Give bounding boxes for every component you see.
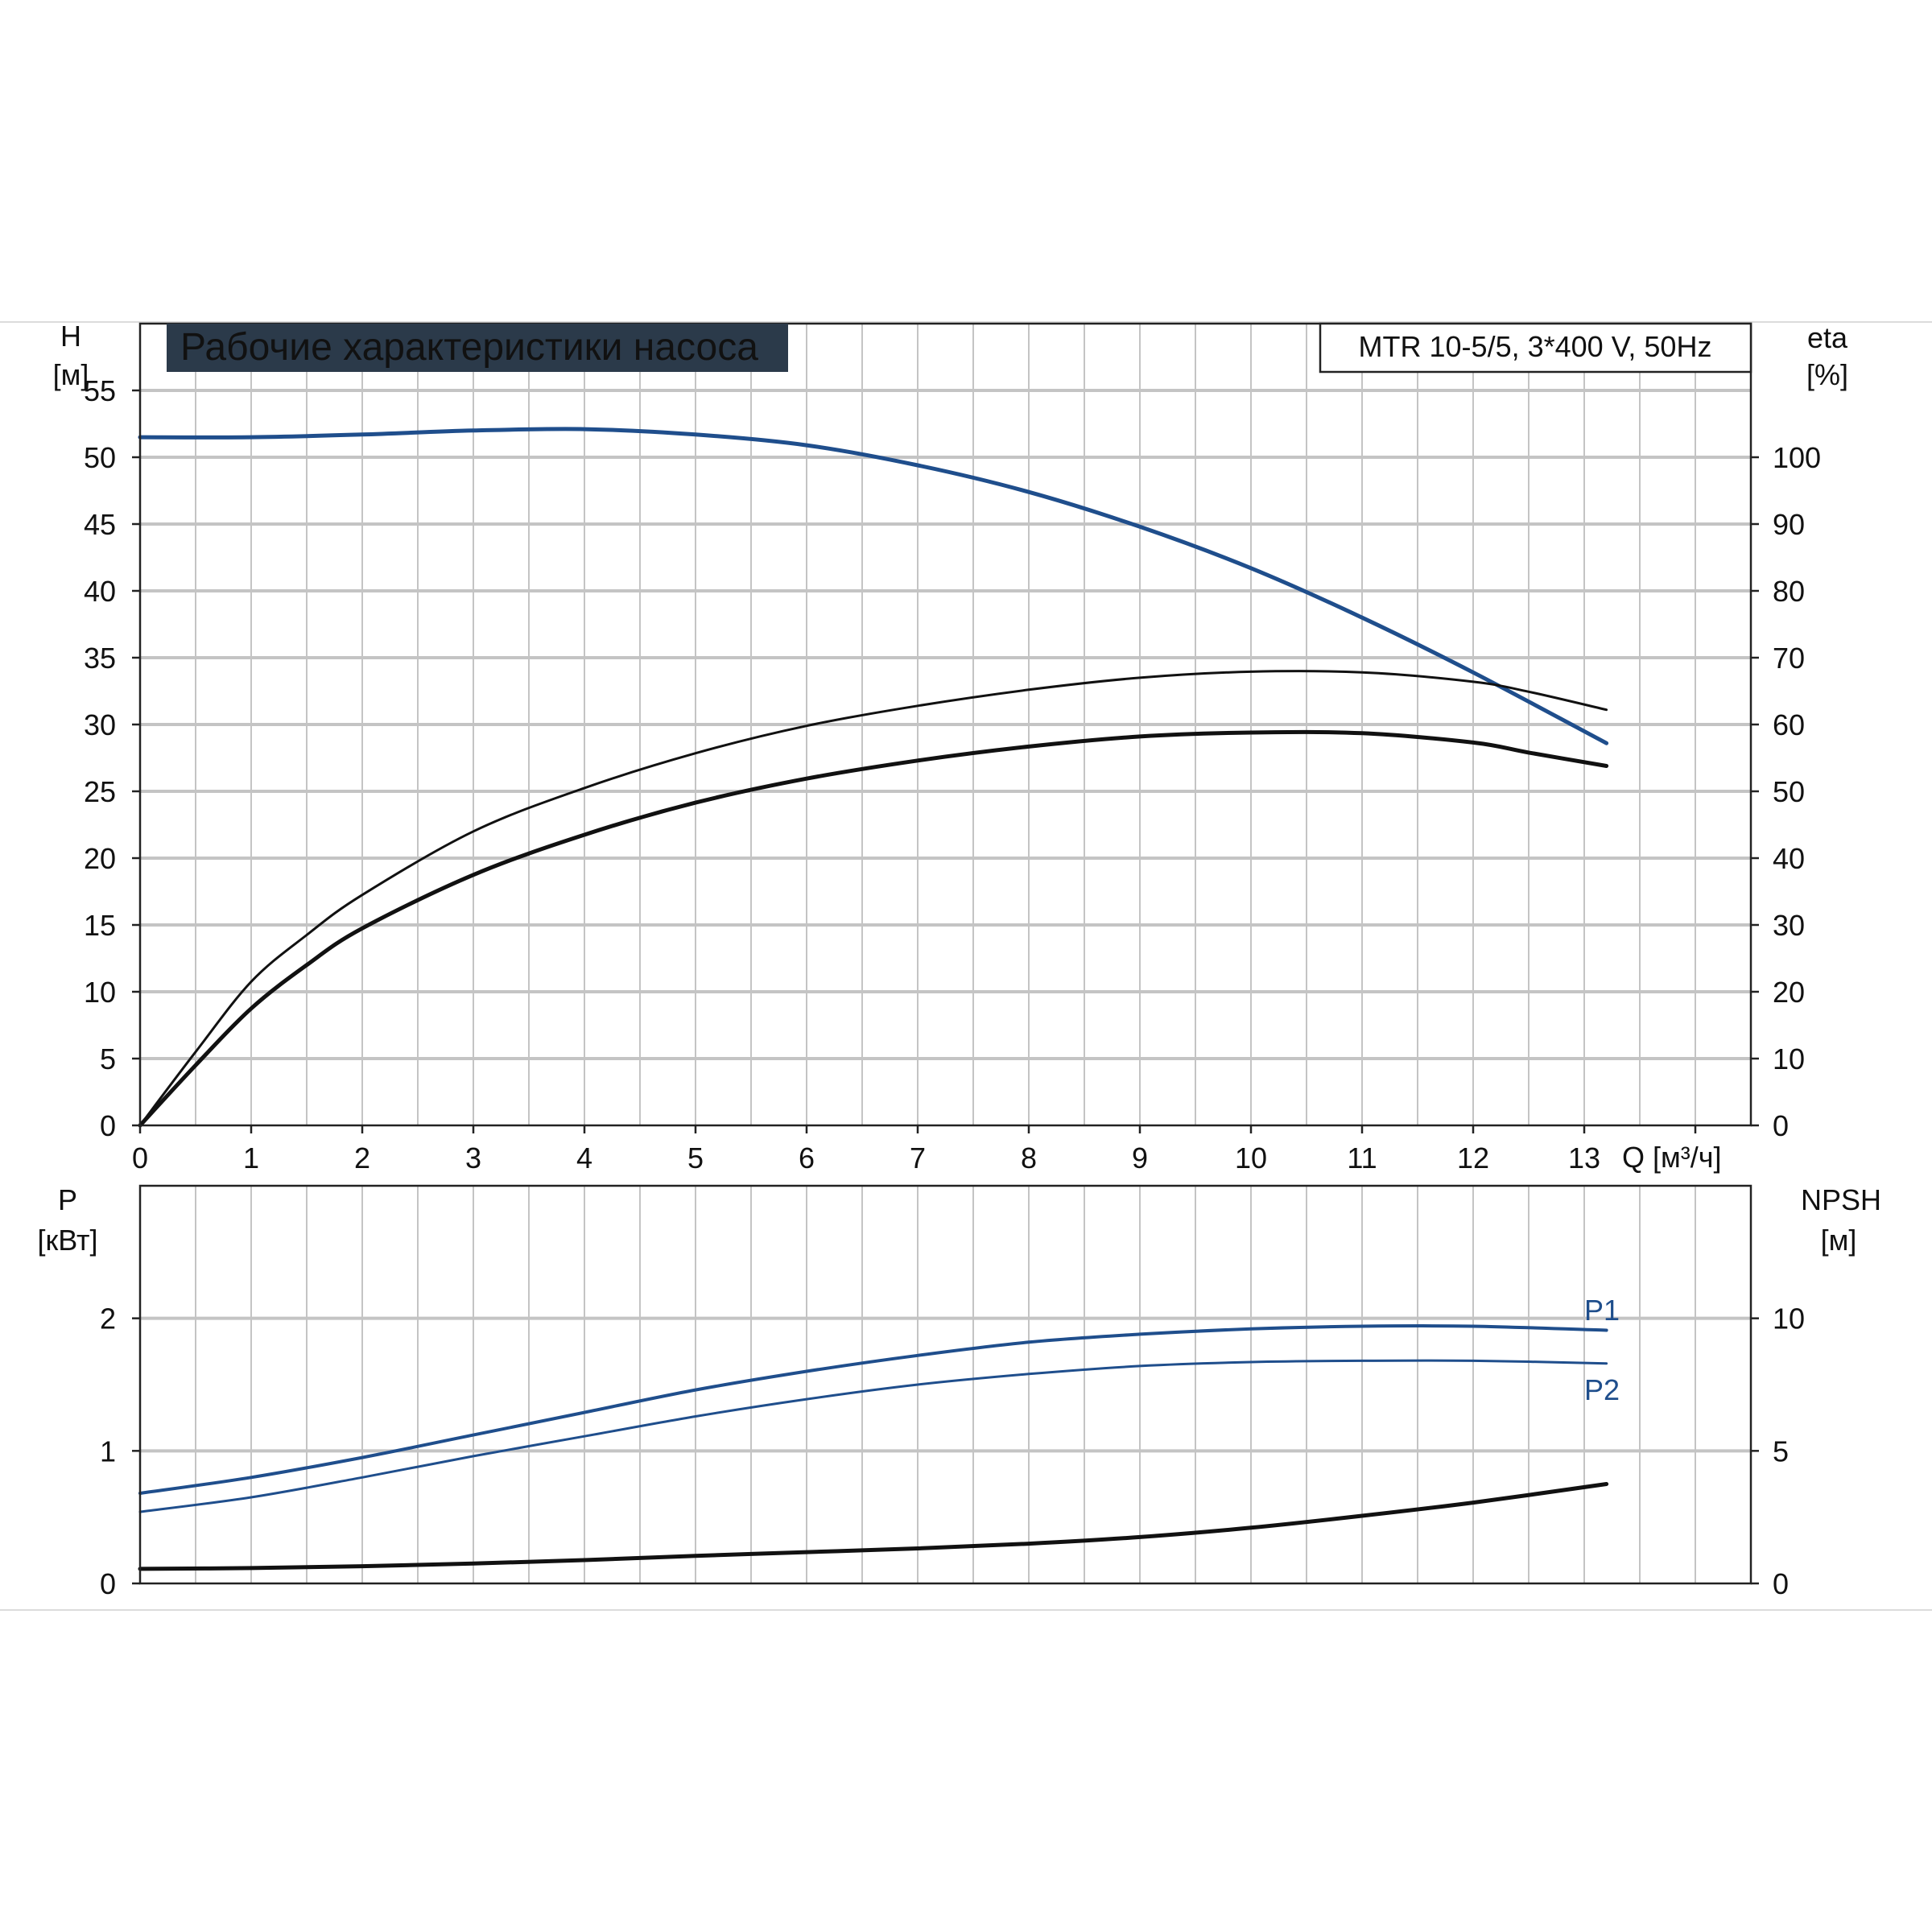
top-left-tick-label: 40 (84, 575, 116, 608)
top-series-h-line (138, 427, 1609, 745)
bottom-plot-frame (138, 1184, 1752, 1585)
bottom-series-p1-line (138, 1324, 1608, 1495)
eta-axis-name: eta (1807, 321, 1848, 354)
bottom-right-tick-label: 10 (1773, 1302, 1805, 1335)
top-x-tick-label: 3 (465, 1141, 481, 1174)
top-series (138, 427, 1609, 1128)
top-ticks: 0510152025303540455055010203040506070809… (84, 374, 1821, 1174)
top-x-tick-label: 6 (799, 1141, 815, 1174)
top-left-tick-label: 5 (100, 1042, 116, 1075)
bottom-left-tick-label: 0 (100, 1567, 116, 1600)
top-x-tick-label: 0 (132, 1141, 148, 1174)
top-x-tick-label: 13 (1568, 1141, 1600, 1174)
top-x-tick-label: 11 (1347, 1141, 1377, 1174)
top-right-tick-label: 0 (1773, 1109, 1789, 1142)
bottom-right-tick-label: 5 (1773, 1435, 1789, 1468)
top-right-tick-label: 100 (1773, 441, 1821, 474)
bottom-ticks: 0 1 2 0 5 10 (100, 1302, 1805, 1600)
p2-curve-label: P2 (1584, 1373, 1620, 1406)
bottom-left-tick-label: 1 (100, 1435, 116, 1468)
bottom-right-tick-label: 0 (1773, 1567, 1789, 1600)
top-right-tick-label: 80 (1773, 575, 1805, 608)
top-right-tick-label: 70 (1773, 642, 1805, 675)
top-x-tick-label: 9 (1132, 1141, 1148, 1174)
top-left-tick-label: 35 (84, 642, 116, 675)
h-axis-name: H (60, 320, 81, 353)
bottom-grid (140, 1186, 1751, 1583)
top-left-tick-label: 15 (84, 909, 116, 942)
top-left-tick-label: 30 (84, 708, 116, 741)
q-axis-label: Q [м³/ч] (1622, 1141, 1722, 1174)
top-x-tick-label: 5 (687, 1141, 704, 1174)
h-axis-unit: [м] (53, 358, 89, 391)
top-x-tick-label: 10 (1235, 1141, 1267, 1174)
bottom-left-tick-label: 2 (100, 1302, 116, 1335)
top-left-tick-label: 20 (84, 842, 116, 875)
title-box (167, 324, 788, 372)
top-series-eta-total-line (138, 729, 1609, 1128)
top-left-tick-label: 10 (84, 976, 116, 1009)
p-axis-name: P (58, 1183, 77, 1216)
top-grid (140, 324, 1751, 1125)
top-x-tick-label: 4 (576, 1141, 592, 1174)
top-right-tick-label: 40 (1773, 842, 1805, 875)
eta-axis-unit: [%] (1806, 358, 1848, 391)
top-x-tick-label: 2 (354, 1141, 370, 1174)
top-right-tick-label: 20 (1773, 976, 1805, 1009)
top-left-tick-label: 0 (100, 1109, 116, 1142)
top-x-tick-label: 1 (243, 1141, 259, 1174)
p-axis-unit: [кВт] (37, 1224, 97, 1257)
top-x-tick-label: 7 (910, 1141, 926, 1174)
chart-title: Рабочие характеристики насоса (180, 326, 758, 369)
model-label: MTR 10-5/5, 3*400 V, 50Hz (1359, 330, 1712, 363)
top-x-tick-label: 8 (1021, 1141, 1037, 1174)
top-series-eta-line (138, 670, 1608, 1127)
top-right-tick-label: 30 (1773, 909, 1805, 942)
top-left-tick-label: 50 (84, 441, 116, 474)
bottom-series-p2-line (138, 1359, 1608, 1513)
model-box (1319, 322, 1752, 374)
bottom-series-npsh-line (138, 1482, 1609, 1571)
top-left-tick-label: 25 (84, 775, 116, 808)
top-right-tick-label: 50 (1773, 775, 1805, 808)
top-left-tick-label: 45 (84, 508, 116, 541)
bottom-series (138, 1324, 1609, 1571)
npsh-axis-unit: [м] (1821, 1224, 1857, 1257)
top-left-tick-label: 55 (84, 374, 116, 407)
top-x-tick-label: 12 (1457, 1141, 1489, 1174)
npsh-axis-name: NPSH (1801, 1183, 1881, 1216)
top-right-tick-label: 60 (1773, 708, 1805, 741)
top-right-tick-label: 10 (1773, 1042, 1805, 1075)
top-right-tick-label: 90 (1773, 508, 1805, 541)
p1-curve-label: P1 (1584, 1294, 1620, 1327)
